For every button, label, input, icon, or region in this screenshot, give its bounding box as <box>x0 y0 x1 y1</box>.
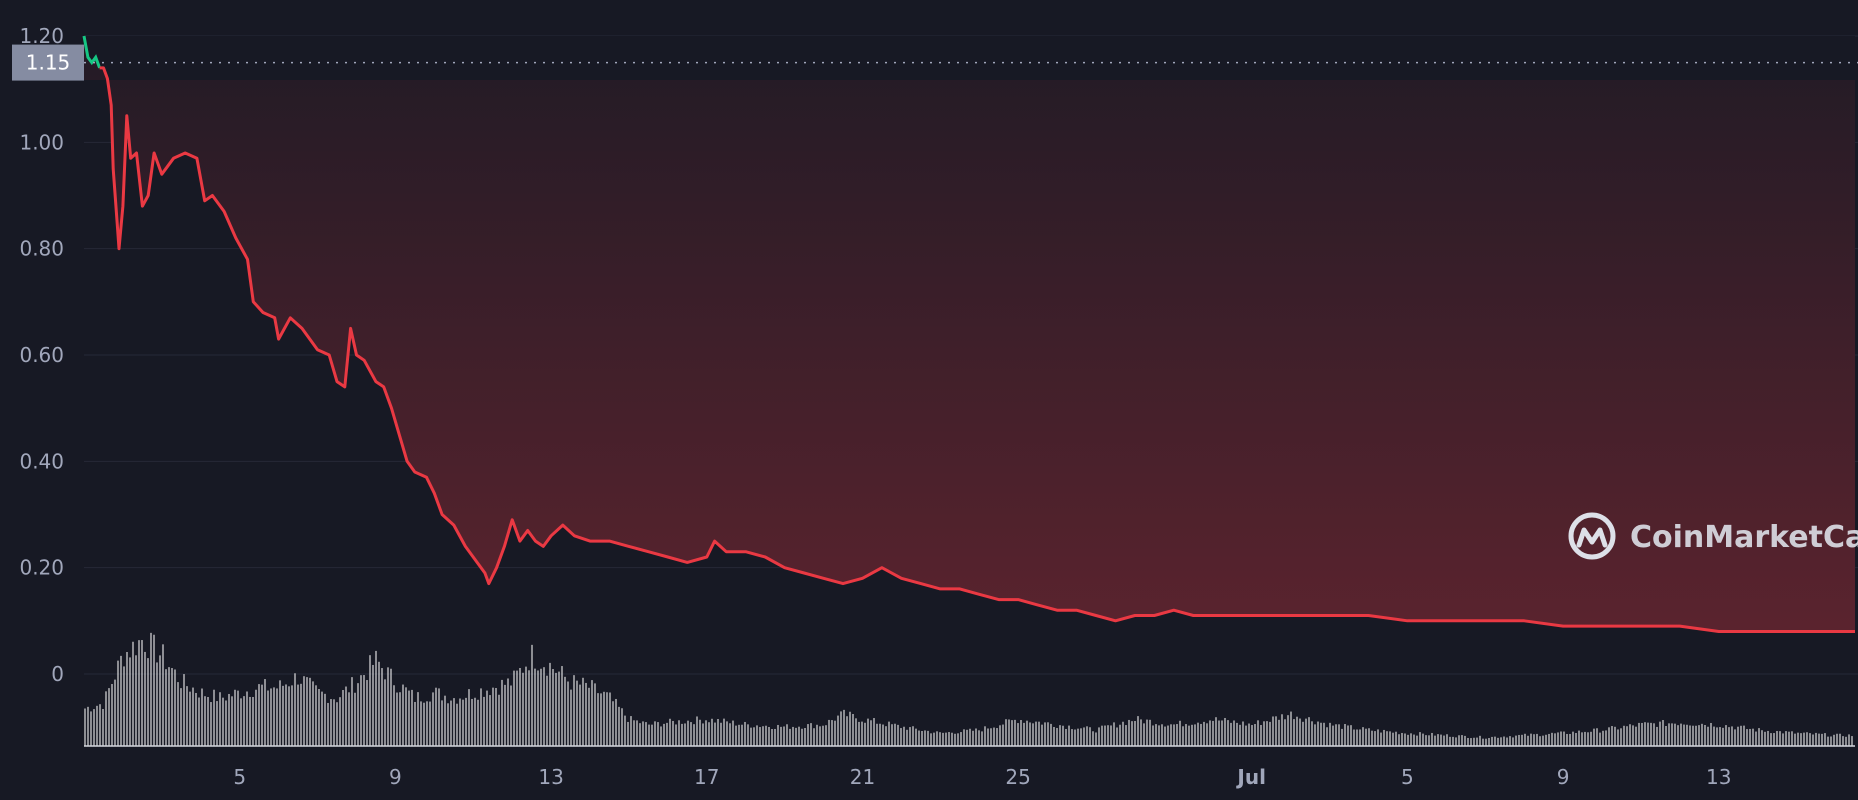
area-fill <box>84 36 1855 632</box>
y-tick-label: 0.80 <box>19 237 64 261</box>
watermark-text: CoinMarketCap <box>1630 520 1858 555</box>
x-tick-label: 25 <box>1005 765 1030 789</box>
volume-bars <box>84 632 1855 747</box>
x-tick-label: 13 <box>1706 765 1731 789</box>
coinmarketcap-logo-icon <box>1568 512 1616 560</box>
x-tick-label: 21 <box>850 765 875 789</box>
price-line <box>82 35 1855 633</box>
y-axis-ticks: 0 0.20 0.40 0.60 0.80 1.00 1.20 <box>19 24 64 686</box>
coinmarketcap-watermark: CoinMarketCap <box>1568 512 1858 560</box>
x-tick-label: 5 <box>233 765 246 789</box>
x-tick-label: 13 <box>538 765 563 789</box>
y-tick-label: 0.60 <box>19 343 64 367</box>
x-tick-label: Jul <box>1235 765 1266 789</box>
x-tick-label: 17 <box>694 765 719 789</box>
price-line-up-segment <box>82 35 102 69</box>
y-tick-label: 0 <box>51 662 64 686</box>
y-tick-label: 1.00 <box>19 130 64 154</box>
x-axis-ticks: 5 9 13 17 21 25 Jul 5 9 13 <box>233 765 1731 789</box>
current-price-marker: 1.15 <box>12 44 1858 81</box>
x-tick-label: 9 <box>389 765 402 789</box>
y-tick-label: 0.20 <box>19 556 64 580</box>
price-line-down-segment <box>99 66 1855 633</box>
current-price-badge <box>12 44 84 81</box>
price-area <box>84 36 1855 632</box>
y-tick-label: 1.20 <box>19 24 64 48</box>
y-tick-label: 0.40 <box>19 449 64 473</box>
x-tick-label: 5 <box>1401 765 1414 789</box>
current-price-label: 1.15 <box>26 51 71 75</box>
x-tick-label: 9 <box>1557 765 1570 789</box>
